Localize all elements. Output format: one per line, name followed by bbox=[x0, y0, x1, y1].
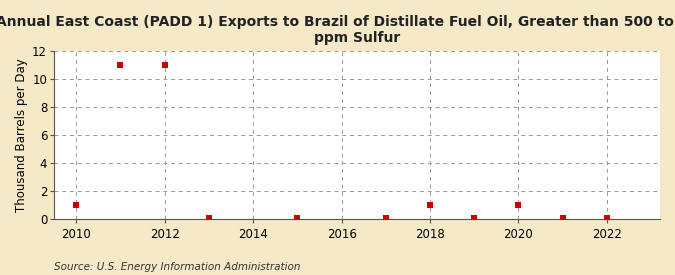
Point bbox=[115, 62, 126, 67]
Point bbox=[425, 203, 435, 208]
Point bbox=[513, 203, 524, 208]
Point bbox=[558, 216, 568, 221]
Title: Annual East Coast (PADD 1) Exports to Brazil of Distillate Fuel Oil, Greater tha: Annual East Coast (PADD 1) Exports to Br… bbox=[0, 15, 675, 45]
Point bbox=[601, 216, 612, 221]
Point bbox=[469, 216, 480, 221]
Point bbox=[71, 203, 82, 208]
Point bbox=[381, 216, 392, 221]
Y-axis label: Thousand Barrels per Day: Thousand Barrels per Day bbox=[15, 58, 28, 212]
Point bbox=[159, 62, 170, 67]
Point bbox=[203, 216, 214, 221]
Text: Source: U.S. Energy Information Administration: Source: U.S. Energy Information Administ… bbox=[54, 262, 300, 272]
Point bbox=[292, 216, 303, 221]
